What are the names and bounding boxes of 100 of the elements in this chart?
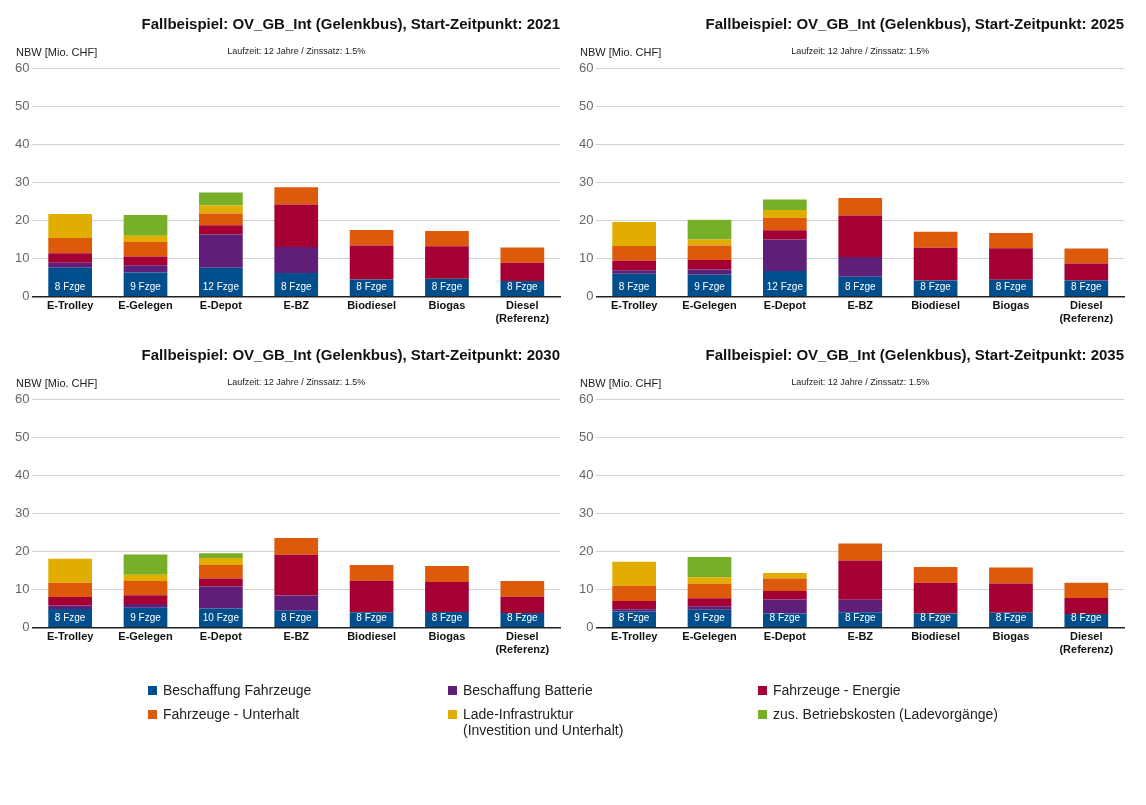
bar <box>612 221 656 246</box>
y-axis-title: NBW [Mio. CHF] <box>580 376 662 389</box>
bar <box>123 603 168 608</box>
annotation: 8 Fzge <box>844 280 876 292</box>
bar <box>48 262 92 268</box>
x-tick-label: Biogas <box>992 630 1030 643</box>
annotation: 8 Fzge <box>54 280 86 292</box>
bar <box>838 543 883 561</box>
bar <box>199 225 243 235</box>
annotation: 8 Fzge <box>280 280 312 292</box>
y-tick-label: 10 <box>14 250 30 266</box>
x-tick-label: E-Trolley <box>610 299 659 312</box>
bar <box>425 565 469 582</box>
bar <box>199 192 243 206</box>
annotation: 8 Fzge <box>920 280 952 292</box>
x-tick-label: E-Trolley <box>46 299 95 312</box>
x-tick-label: E-BZ <box>847 630 874 643</box>
annotation: 10 Fzge <box>202 611 240 623</box>
x-tick-label: Biodiesel <box>911 299 961 312</box>
x-tick-label: Diesel (Referenz) <box>1059 299 1114 325</box>
bar <box>612 260 656 271</box>
annotation: 8 Fzge <box>995 280 1027 292</box>
x-tick-label: E-Gelegen <box>118 299 173 312</box>
chart-title: Fallbeispiel: OV_GB_Int (Gelenkbus), Start-Zeitpunkt: 2021 <box>141 15 560 33</box>
x-tick-label: E-BZ <box>283 630 310 643</box>
annotation: 8 Fzge <box>507 280 539 292</box>
bar <box>612 561 656 586</box>
annotation: 8 Fzge <box>920 611 952 623</box>
bar <box>425 231 469 247</box>
bar <box>199 213 243 226</box>
bar <box>687 269 732 275</box>
bar <box>274 554 319 596</box>
bar <box>349 565 394 581</box>
bar <box>274 595 319 611</box>
bar <box>48 253 92 263</box>
annotation: 9 Fzge <box>130 280 162 292</box>
bar <box>199 586 243 609</box>
legend-label: Beschaffung Batterie <box>463 682 593 698</box>
y-tick-label: 20 <box>14 542 30 558</box>
x-tick-label: Biogas <box>428 299 466 312</box>
bar <box>199 205 243 214</box>
x-tick-label: E-Depot <box>763 630 807 643</box>
bar <box>763 578 807 592</box>
x-tick-label: Biogas <box>992 299 1030 312</box>
y-tick-label: 50 <box>14 428 30 444</box>
bar <box>687 219 732 240</box>
x-tick-label: E-Trolley <box>46 630 95 643</box>
chart-title: Fallbeispiel: OV_GB_Int (Gelenkbus), Start-Zeitpunkt: 2035 <box>705 346 1124 364</box>
bar <box>123 595 168 604</box>
bar <box>612 270 656 274</box>
chart-subtitle: Laufzeit: 12 Jahre / Zinssatz: 1.5% <box>227 45 366 56</box>
y-tick-label: 40 <box>578 466 594 482</box>
annotation: 8 Fzge <box>356 611 388 623</box>
bar <box>425 581 469 612</box>
y-tick-label: 10 <box>14 581 30 597</box>
bar <box>123 581 168 596</box>
y-tick-label: 50 <box>578 97 594 113</box>
y-tick-label: 20 <box>14 211 30 227</box>
x-tick-label: Biodiesel <box>911 630 961 643</box>
annotation: 9 Fzge <box>130 611 162 623</box>
bar <box>199 234 243 268</box>
bar <box>274 204 319 248</box>
legend-label: Lade-Infrastruktur (Investition und Unterhalt) <box>463 706 624 738</box>
bar <box>1064 263 1109 281</box>
bar <box>199 578 243 587</box>
y-tick-label: 40 <box>14 466 30 482</box>
bar <box>763 591 807 600</box>
y-tick-label: 60 <box>14 390 30 406</box>
bar <box>349 229 394 246</box>
annotation: 8 Fzge <box>618 280 650 292</box>
bar <box>199 553 243 558</box>
y-tick-label: 0 <box>22 288 30 304</box>
bar <box>274 247 319 273</box>
bar <box>838 197 883 216</box>
annotation: 8 Fzge <box>431 611 463 623</box>
chart-subtitle: Laufzeit: 12 Jahre / Zinssatz: 1.5% <box>227 376 366 387</box>
x-tick-label: Biodiesel <box>347 630 397 643</box>
bar <box>349 245 394 280</box>
bar <box>199 557 243 566</box>
bar <box>763 599 807 614</box>
bar <box>48 582 92 598</box>
y-tick-label: 60 <box>578 390 594 406</box>
legend-label: Fahrzeuge - Energie <box>773 682 901 698</box>
bar <box>48 213 92 238</box>
bar <box>687 557 732 578</box>
bar <box>274 538 319 555</box>
y-tick-label: 40 <box>14 135 30 151</box>
bar <box>123 215 168 236</box>
y-tick-label: 0 <box>586 619 594 635</box>
x-tick-label: E-Depot <box>199 630 243 643</box>
bar <box>687 245 732 261</box>
chart-title: Fallbeispiel: OV_GB_Int (Gelenkbus), Start-Zeitpunkt: 2030 <box>141 346 560 364</box>
x-tick-label: E-BZ <box>283 299 310 312</box>
bar <box>274 187 319 205</box>
y-axis-title: NBW [Mio. CHF] <box>580 45 662 58</box>
bar <box>687 606 732 610</box>
bar <box>349 580 394 613</box>
x-tick-label: Biogas <box>428 630 466 643</box>
bar <box>48 237 92 254</box>
bar <box>763 199 807 211</box>
